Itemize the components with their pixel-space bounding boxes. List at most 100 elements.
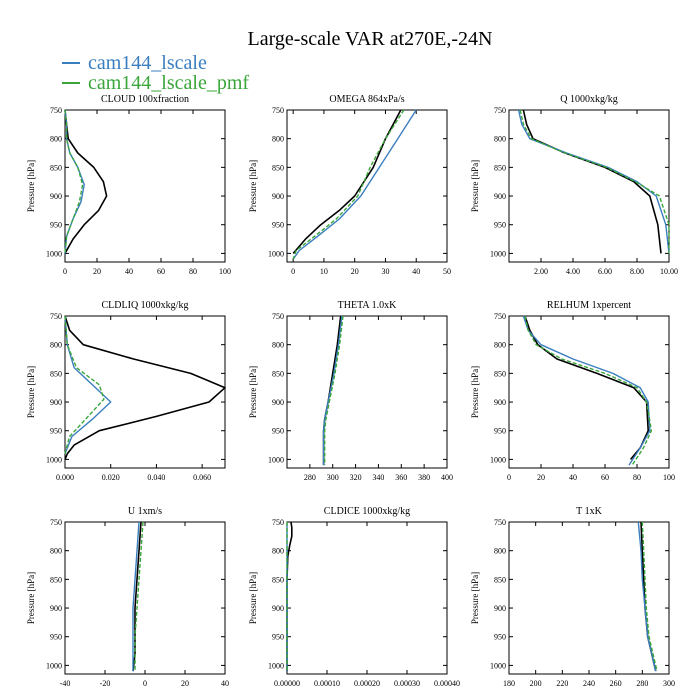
panel-4: CLDLIQ 1000xkg/kg Pressure [hPa] 750 800 850…	[26, 300, 226, 482]
x-tick-label: 0.060	[193, 473, 211, 482]
y-tick-label: 850	[494, 163, 506, 172]
y-tick-label: 900	[50, 398, 62, 407]
y-tick-label: 1000	[46, 455, 62, 464]
series-line-2	[517, 109, 670, 254]
x-tick-label: 80	[189, 267, 197, 276]
y-tick-label: 900	[272, 398, 284, 407]
y-tick-label: 800	[50, 547, 62, 556]
x-tick-label: 300	[663, 679, 675, 688]
y-axis-label: Pressure [hPa]	[470, 572, 480, 624]
y-axis-label: Pressure [hPa]	[248, 366, 258, 418]
panel-title: OMEGA 864xPa/s	[329, 94, 404, 105]
x-tick-label: 0.00010	[314, 679, 340, 688]
x-tick-label: 360	[395, 473, 407, 482]
x-tick-label: -20	[100, 679, 111, 688]
x-tick-label: 20	[351, 267, 359, 276]
legend: cam144_lscale cam144_lscale_pmf	[62, 52, 249, 94]
y-tick-label: 1000	[46, 661, 62, 670]
y-tick-label: 900	[50, 192, 62, 201]
y-tick-label: 800	[50, 135, 62, 144]
series-line-1	[522, 109, 662, 254]
y-tick-label: 800	[272, 135, 284, 144]
series-line-1	[64, 315, 226, 460]
panel-title: Q 1000xkg/kg	[560, 94, 618, 105]
y-tick-label: 1000	[268, 249, 284, 258]
x-tick-label: 30	[381, 267, 389, 276]
x-tick-label: 0.00020	[354, 679, 380, 688]
y-tick-label: 950	[272, 633, 284, 642]
series-line-1	[640, 521, 657, 672]
y-tick-label: 850	[494, 369, 506, 378]
series-line-3	[524, 315, 653, 466]
series-line-3	[64, 315, 105, 454]
panel-8: CLDICE 1000xkg/kg Pressure [hPa] 750 800 850…	[248, 506, 460, 688]
y-tick-label: 900	[272, 192, 284, 201]
y-tick-label: 950	[50, 633, 62, 642]
x-tick-label: 0.020	[102, 473, 120, 482]
y-tick-label: 1000	[46, 249, 62, 258]
panel-9: T 1xK Pressure [hPa] 750 800 850 900 950 1000 18…	[470, 506, 675, 688]
series-line-2	[322, 315, 343, 466]
x-tick-label: 300	[327, 473, 339, 482]
series-line-3	[324, 315, 344, 466]
x-tick-label: 2.00	[534, 267, 548, 276]
series-line-2	[132, 521, 140, 672]
y-tick-label: 950	[272, 221, 284, 230]
y-tick-label: 800	[272, 547, 284, 556]
y-tick-label: 950	[494, 633, 506, 642]
plot-frame	[64, 521, 226, 675]
series-line-2	[64, 315, 112, 454]
legend-label-1: cam144_lscale	[88, 52, 207, 74]
series-line-2	[522, 315, 651, 466]
legend-label-2: cam144_lscale_pmf	[88, 72, 249, 94]
series-line-3	[641, 521, 658, 672]
y-tick-label: 800	[494, 341, 506, 350]
y-tick-label: 850	[272, 575, 284, 584]
x-tick-label: 0	[143, 679, 147, 688]
y-tick-label: 750	[494, 106, 506, 115]
y-tick-label: 950	[50, 221, 62, 230]
series-line-3	[519, 109, 670, 254]
x-tick-label: 10.00	[660, 267, 678, 276]
x-tick-label: 6.00	[598, 267, 612, 276]
y-tick-label: 950	[494, 221, 506, 230]
plot-frame	[286, 521, 448, 675]
y-tick-label: 1000	[490, 249, 506, 258]
y-tick-label: 750	[494, 518, 506, 527]
y-axis-label: Pressure [hPa]	[248, 160, 258, 212]
x-tick-label: 20	[93, 267, 101, 276]
x-tick-label: -40	[60, 679, 71, 688]
x-tick-label: 60	[157, 267, 165, 276]
x-tick-label: 240	[583, 679, 595, 688]
y-axis-label: Pressure [hPa]	[248, 572, 258, 624]
y-tick-label: 950	[494, 427, 506, 436]
plot-frame	[286, 109, 448, 263]
y-tick-label: 850	[50, 369, 62, 378]
series-line-3	[64, 109, 84, 254]
y-tick-label: 850	[50, 163, 62, 172]
y-tick-label: 900	[494, 398, 506, 407]
x-tick-label: 260	[610, 679, 622, 688]
x-tick-label: 400	[441, 473, 453, 482]
y-tick-label: 900	[50, 604, 62, 613]
y-tick-label: 800	[272, 341, 284, 350]
x-tick-label: 0.00040	[434, 679, 460, 688]
plot-frame	[508, 315, 670, 469]
y-axis-label: Pressure [hPa]	[26, 572, 36, 624]
x-tick-label: 0	[507, 473, 511, 482]
series-line-1	[292, 109, 402, 254]
x-tick-label: 100	[219, 267, 231, 276]
y-tick-label: 800	[50, 341, 62, 350]
x-tick-label: 220	[556, 679, 568, 688]
series-line-1	[524, 315, 650, 460]
y-tick-label: 1000	[490, 661, 506, 670]
x-tick-label: 8.00	[630, 267, 644, 276]
x-tick-label: 320	[350, 473, 362, 482]
x-tick-label: 20	[181, 679, 189, 688]
panel-title: CLDICE 1000xkg/kg	[324, 506, 410, 517]
y-tick-label: 800	[494, 135, 506, 144]
y-tick-label: 750	[272, 312, 284, 321]
series-line-2	[637, 521, 657, 672]
